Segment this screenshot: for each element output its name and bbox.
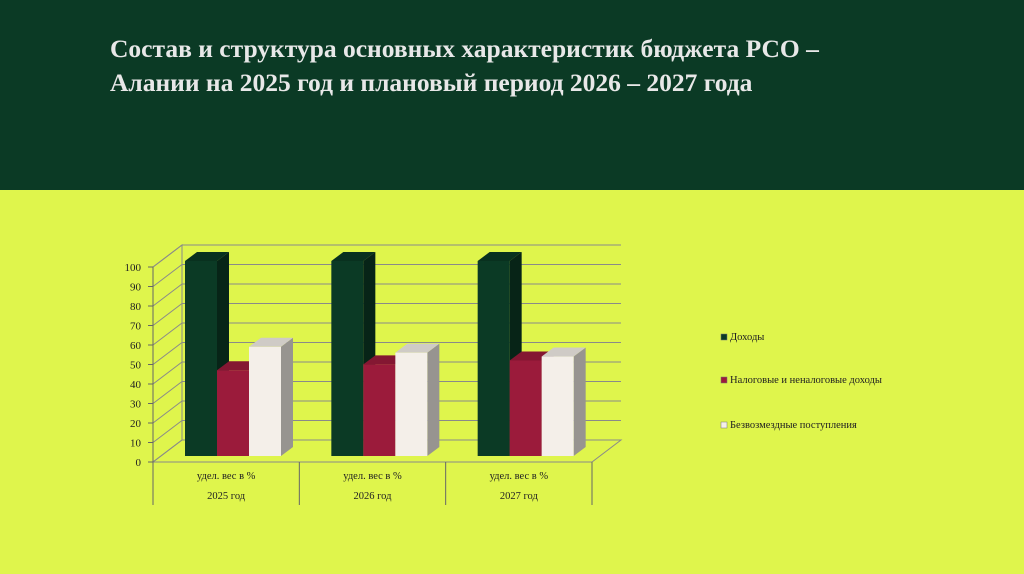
bar [331, 261, 364, 456]
gridline-side [152, 420, 183, 443]
slide-header [0, 0, 1024, 190]
legend-label: Налоговые и неналоговые доходы [730, 375, 882, 386]
gridline-side [152, 361, 183, 385]
y-tick-label: 60 [130, 340, 142, 352]
slide-title-line-1: Состав и структура основных характеристи… [110, 34, 819, 63]
x-group-label: 2027 год [500, 491, 539, 502]
slide-title-line-2: Алании на 2025 год и плановый период 202… [110, 68, 753, 97]
bar-top [541, 347, 586, 357]
bar-top [249, 337, 293, 347]
y-tick-label: 90 [130, 282, 142, 294]
gridline-side [152, 244, 183, 268]
gridline-side [152, 264, 183, 287]
slide-title: Состав и структура основных характеристи… [110, 32, 930, 100]
y-axis-ticks: 0 10 20 30 40 50 60 70 80 90 100 [125, 262, 154, 469]
x-axis: удел. вес в % 2025 год удел. вес в % 2026 г… [152, 462, 593, 505]
legend-label: Доходы [730, 332, 764, 343]
bar [509, 360, 542, 456]
bar-top [331, 252, 376, 261]
x-group-label: 2025 год [207, 491, 246, 502]
y-tick-label: 10 [130, 438, 142, 450]
x-tick-label: удел. вес в % [490, 471, 549, 482]
y-tick-label: 70 [130, 321, 142, 333]
bar [185, 261, 217, 456]
bar-top [185, 252, 229, 261]
bar-top [395, 343, 440, 353]
y-tick-label: 30 [130, 399, 142, 411]
bar [541, 356, 574, 456]
x-tick-label: удел. вес в % [343, 471, 402, 482]
bar [395, 352, 428, 456]
gridline-side [152, 400, 183, 424]
bar [363, 364, 396, 456]
bar-side [573, 347, 586, 456]
gridline-side [152, 342, 183, 365]
y-tick-label: 40 [130, 379, 142, 391]
x-group-label: 2026 год [354, 491, 393, 502]
chart-bars [185, 252, 586, 456]
gridline-side [152, 283, 183, 307]
legend-swatch [720, 376, 728, 384]
legend-label: Безвозмездные поступления [730, 420, 857, 431]
bar-top [477, 252, 522, 261]
y-tick-label: 80 [130, 301, 142, 313]
y-tick-label: 0 [136, 457, 142, 469]
gridline-side [152, 381, 183, 404]
bar [249, 346, 281, 456]
legend-swatch [720, 333, 728, 341]
bar-side [281, 337, 293, 456]
y-tick-label: 50 [130, 360, 142, 372]
x-tick-label: удел. вес в % [197, 471, 256, 482]
y-tick-label: 100 [125, 262, 142, 274]
gridline-side [152, 303, 183, 326]
chart-legend: Доходы Налоговые и неналоговые доходы Безв… [720, 332, 882, 431]
y-tick-label: 20 [130, 418, 142, 430]
gridline-side [152, 322, 183, 346]
bar [477, 261, 510, 456]
legend-swatch [720, 421, 728, 429]
bar-side [427, 343, 440, 456]
bar [217, 370, 249, 456]
